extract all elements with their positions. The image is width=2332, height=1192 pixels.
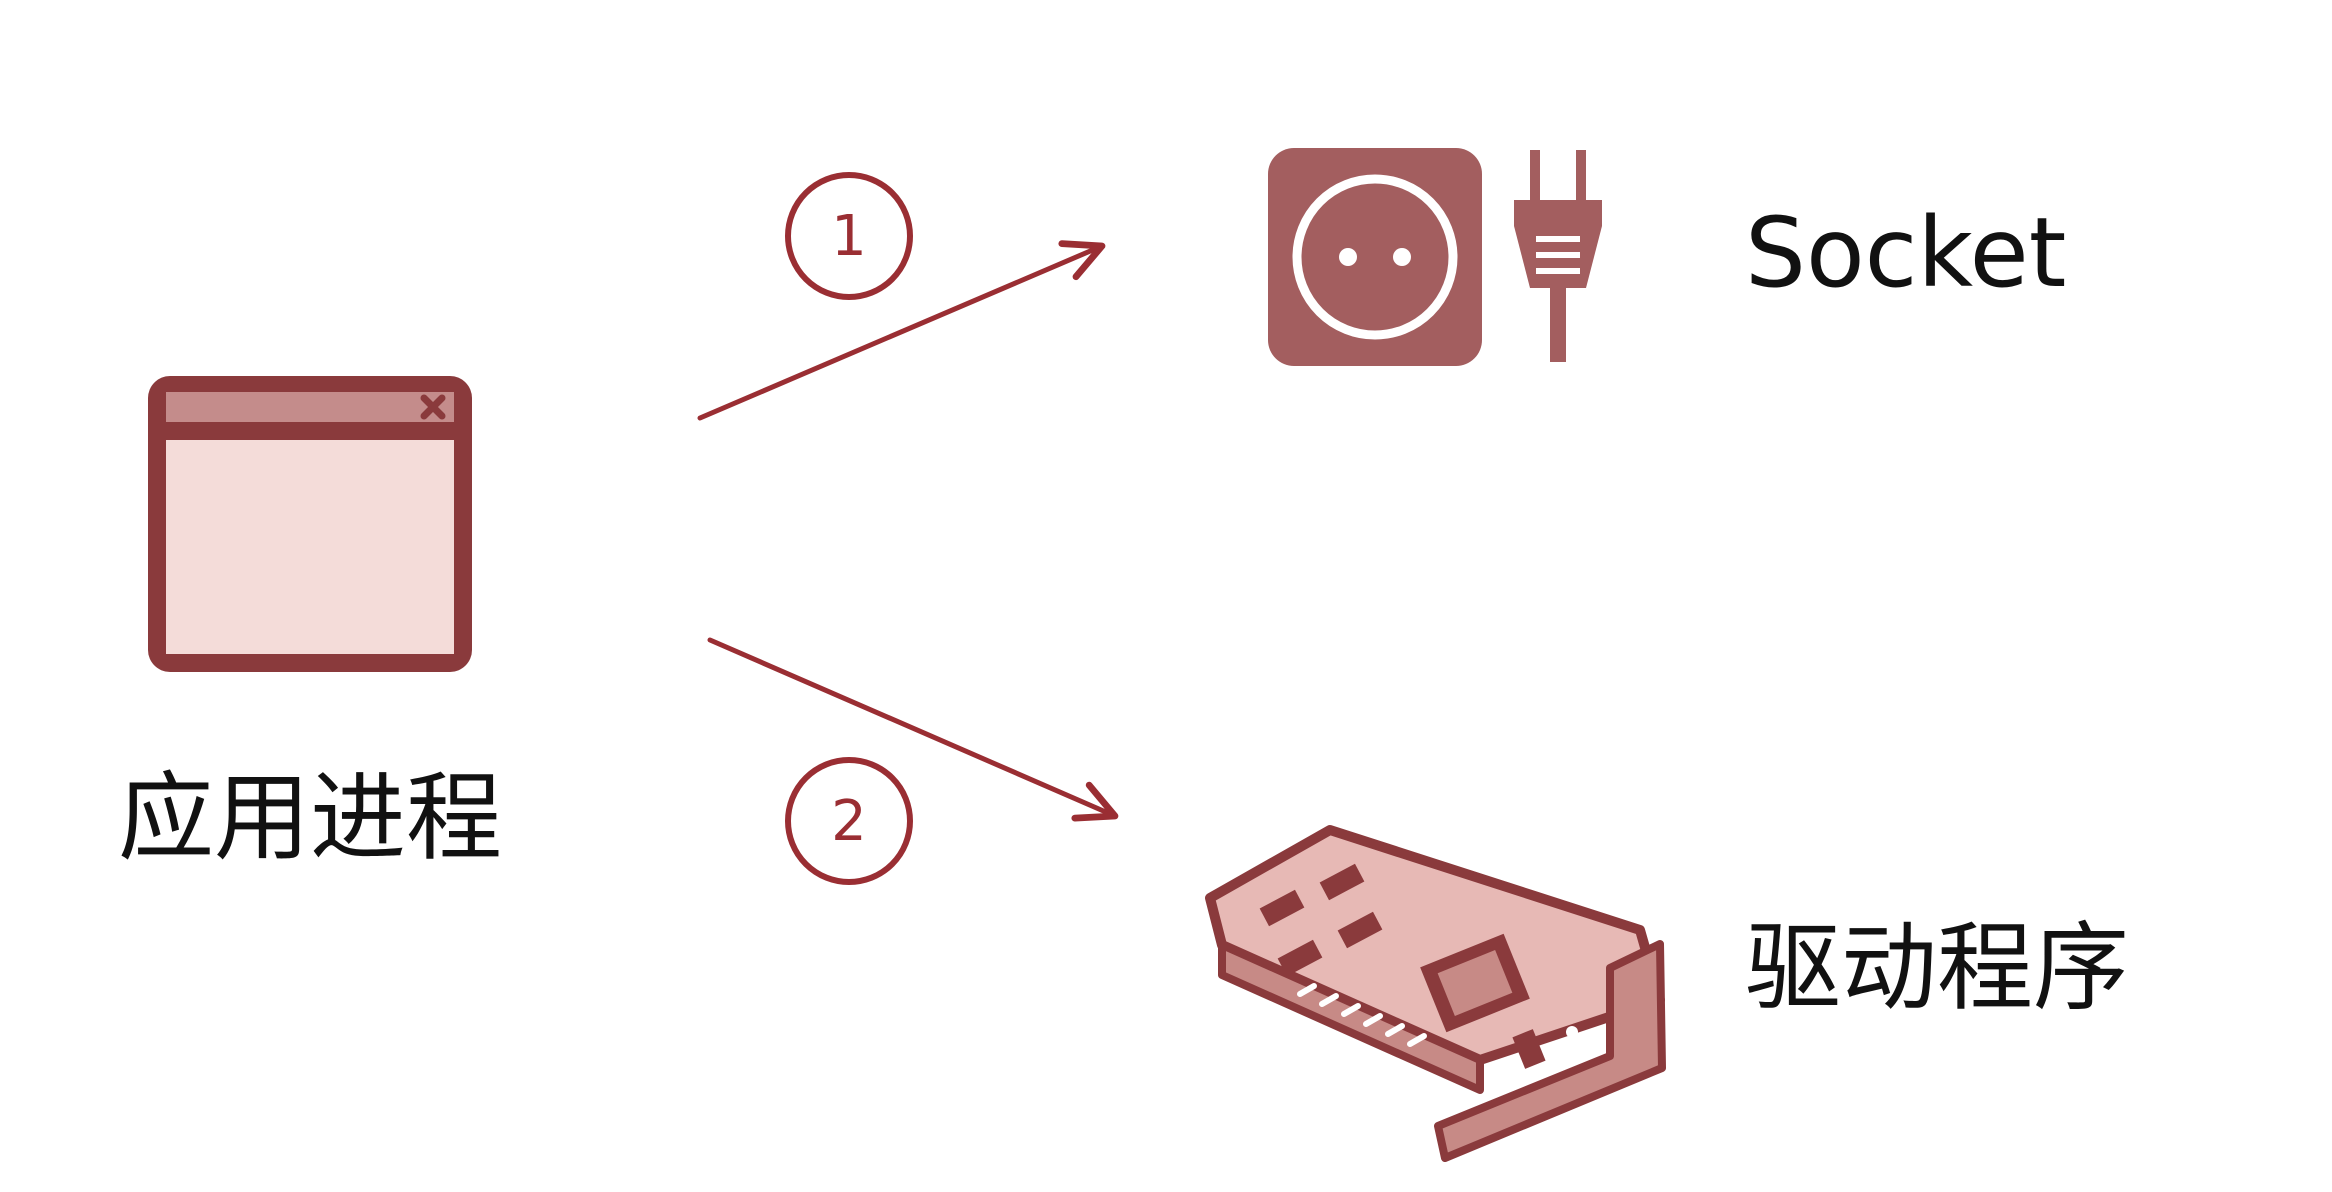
- step-2-badge: 2: [785, 757, 913, 885]
- arrow-to-socket: [697, 240, 1106, 421]
- driver-label: 驱动程序: [1745, 912, 2129, 1024]
- step-1-badge: 1: [785, 172, 913, 300]
- socket-plug-icon: [1268, 148, 1602, 366]
- close-icon: [420, 394, 446, 420]
- application-window-icon: [148, 376, 472, 672]
- socket-label: Socket: [1745, 197, 2067, 309]
- arrow-to-driver: [707, 637, 1119, 822]
- process-label: 应用进程: [118, 762, 502, 874]
- network-card-icon: [1205, 825, 1666, 1162]
